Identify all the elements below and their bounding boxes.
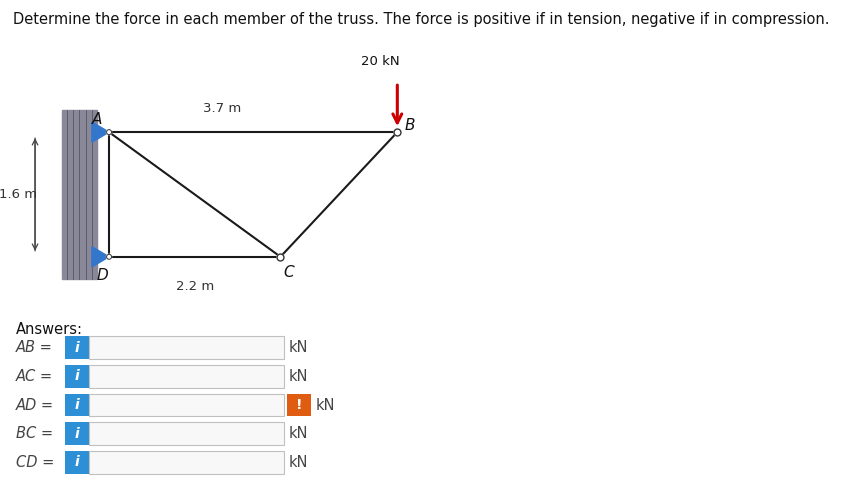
Text: Determine the force in each member of the truss. The force is positive if in ten: Determine the force in each member of th… [13,12,830,27]
Text: kN: kN [316,398,336,412]
FancyBboxPatch shape [65,336,89,359]
Text: kN: kN [289,455,309,470]
Text: C: C [283,265,294,280]
Text: 1.6 m: 1.6 m [0,188,37,201]
Text: 2.2 m: 2.2 m [176,280,214,293]
Circle shape [107,129,112,135]
FancyBboxPatch shape [89,451,284,474]
Text: B: B [405,119,415,133]
Text: BC =: BC = [16,426,53,441]
Text: D: D [97,268,108,283]
FancyBboxPatch shape [65,422,89,445]
Polygon shape [92,247,109,267]
FancyBboxPatch shape [65,451,89,474]
FancyBboxPatch shape [65,394,89,416]
Text: i: i [75,455,80,469]
Text: AD =: AD = [16,398,54,412]
Text: 20 kN: 20 kN [361,55,400,68]
Text: AC =: AC = [16,369,53,384]
Text: kN: kN [289,426,309,441]
Text: !: ! [296,398,303,412]
Polygon shape [92,122,109,142]
FancyBboxPatch shape [89,336,284,359]
Text: i: i [75,398,80,412]
Text: i: i [75,370,80,383]
FancyBboxPatch shape [287,394,311,416]
Bar [62,110,96,279]
Text: i: i [75,427,80,441]
Circle shape [107,254,112,259]
Text: A: A [91,112,101,127]
Text: Answers:: Answers: [16,322,83,337]
FancyBboxPatch shape [89,394,284,416]
FancyBboxPatch shape [65,365,89,388]
Text: CD =: CD = [16,455,55,470]
FancyBboxPatch shape [89,365,284,388]
Text: i: i [75,341,80,355]
Text: kN: kN [289,340,309,355]
Text: AB =: AB = [16,340,53,355]
Text: 3.7 m: 3.7 m [203,102,241,115]
FancyBboxPatch shape [89,422,284,445]
Text: kN: kN [289,369,309,384]
